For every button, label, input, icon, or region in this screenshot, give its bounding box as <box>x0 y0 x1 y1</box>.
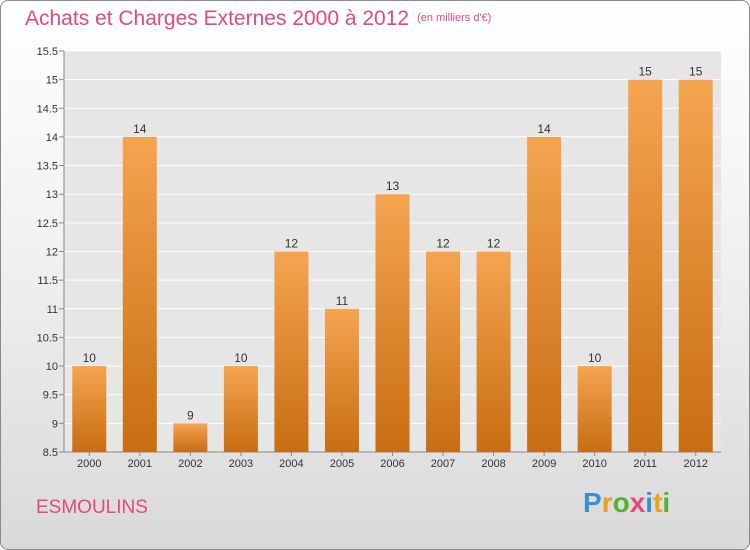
data-label: 9 <box>187 408 194 422</box>
x-tick-label: 2010 <box>582 458 606 470</box>
bar <box>577 366 612 452</box>
bar <box>122 136 157 452</box>
x-tick-label: 2000 <box>77 458 101 470</box>
data-label: 14 <box>133 122 147 136</box>
x-tick-label: 2008 <box>481 458 505 470</box>
y-tick-label: 8.5 <box>43 447 58 459</box>
bar <box>223 366 258 452</box>
data-label: 10 <box>234 351 248 365</box>
x-tick-label: 2011 <box>633 458 657 470</box>
y-tick-label: 13.5 <box>37 161 58 173</box>
x-tick-label: 2006 <box>380 458 404 470</box>
logo-letter: x <box>629 487 646 518</box>
data-label: 10 <box>588 351 602 365</box>
chart-title: Achats et Charges Externes 2000 à 2012 (e… <box>25 7 491 31</box>
y-tick-label: 9.5 <box>43 390 58 402</box>
y-tick-label: 13 <box>46 189 58 201</box>
data-label: 12 <box>436 237 450 251</box>
logo-letter: i <box>662 487 671 518</box>
bar <box>274 251 309 452</box>
y-tick-label: 9 <box>52 418 58 430</box>
logo-letter: r <box>601 487 613 518</box>
y-tick-label: 10.5 <box>37 332 58 344</box>
bar <box>527 136 562 452</box>
bar <box>476 251 511 452</box>
x-tick-label: 2005 <box>330 458 354 470</box>
x-tick-label: 2012 <box>683 458 707 470</box>
data-label: 10 <box>83 351 97 365</box>
bar <box>678 79 713 453</box>
y-tick-label: 11 <box>47 304 58 316</box>
x-tick-label: 2003 <box>229 458 253 470</box>
y-tick-label: 15.5 <box>37 46 58 58</box>
logo-letter: P <box>583 487 602 518</box>
bar <box>628 79 663 453</box>
y-tick-label: 14 <box>46 132 58 144</box>
chart-subtitle: (en milliers d'€) <box>417 12 492 24</box>
y-tick-label: 15 <box>46 75 58 87</box>
x-tick-label: 2007 <box>431 458 455 470</box>
y-tick-label: 12 <box>46 247 58 259</box>
y-tick-label: 14.5 <box>37 103 58 115</box>
x-tick-label: 2002 <box>178 458 202 470</box>
bar <box>426 251 461 452</box>
data-label: 15 <box>689 65 703 79</box>
title-text: Achats et Charges Externes 2000 à 2012 <box>25 7 410 30</box>
data-label: 12 <box>285 237 299 251</box>
data-label: 11 <box>336 294 349 308</box>
y-tick-label: 11.5 <box>37 275 58 287</box>
bar <box>375 194 410 452</box>
bar <box>324 308 359 452</box>
data-label: 12 <box>487 237 501 251</box>
logo-letter: t <box>653 487 663 518</box>
logo-letter: i <box>645 487 654 518</box>
x-tick-label: 2009 <box>532 458 556 470</box>
proxiti-logo[interactable]: Proxiti <box>583 487 670 519</box>
x-tick-label: 2004 <box>279 458 303 470</box>
data-label: 15 <box>639 65 653 79</box>
y-tick-label: 12.5 <box>37 218 58 230</box>
bar <box>72 366 107 452</box>
x-tick-label: 2001 <box>128 458 152 470</box>
y-tick-label: 10 <box>46 361 58 373</box>
logo-letter: o <box>612 487 630 518</box>
data-label: 13 <box>386 179 400 193</box>
bar <box>173 423 208 452</box>
commune-name: ESMOULINS <box>36 497 148 518</box>
data-label: 14 <box>537 122 551 136</box>
